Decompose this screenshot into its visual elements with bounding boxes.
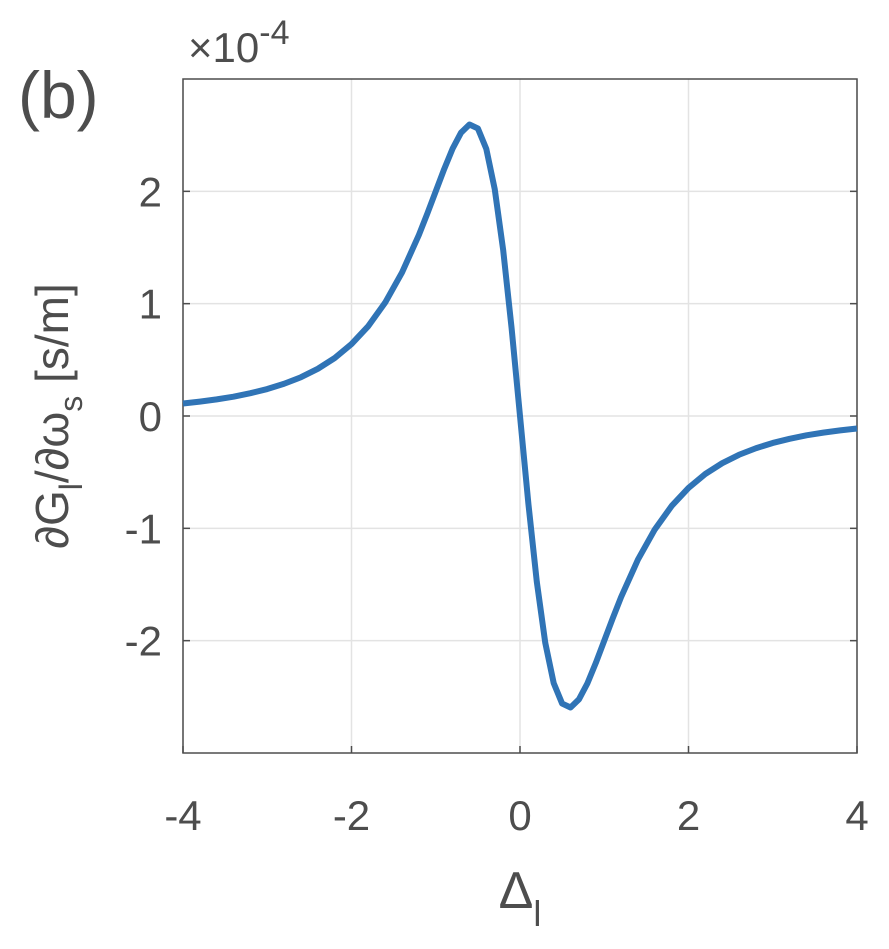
y-tick-label: 0: [139, 393, 162, 440]
y-label-sub: l: [53, 483, 89, 490]
y-label-tail: [s/m]: [26, 283, 78, 395]
y-tick-label: 1: [139, 281, 162, 328]
y-tick-label: -2: [125, 618, 162, 665]
x-tick-label: 2: [677, 792, 700, 839]
x-tick-label: -4: [164, 792, 201, 839]
panel-label: (b): [18, 58, 99, 132]
x-tick-label: -2: [333, 792, 370, 839]
x-label-main: Δ: [499, 862, 534, 920]
y-label-mid: /∂ω: [26, 412, 78, 483]
x-label-sub: l: [533, 893, 541, 934]
data-line: [182, 121, 858, 711]
y-label-sub: s: [53, 396, 89, 412]
x-axis-label: Δl: [499, 862, 542, 934]
y-axis-label: ∂Gl/∂ωs [s/m]: [26, 283, 89, 549]
x-tick-label: 0: [508, 792, 531, 839]
x-tick-label: 4: [845, 792, 868, 839]
y-tick-label: -1: [125, 505, 162, 552]
plot-frame: [182, 78, 858, 754]
multiplier: ×10-4: [188, 14, 289, 71]
multiplier-base: ×10: [188, 24, 259, 71]
multiplier-exponent: -4: [259, 14, 289, 52]
y-label-main: ∂G: [26, 490, 78, 549]
y-tick-label: 2: [139, 168, 162, 215]
